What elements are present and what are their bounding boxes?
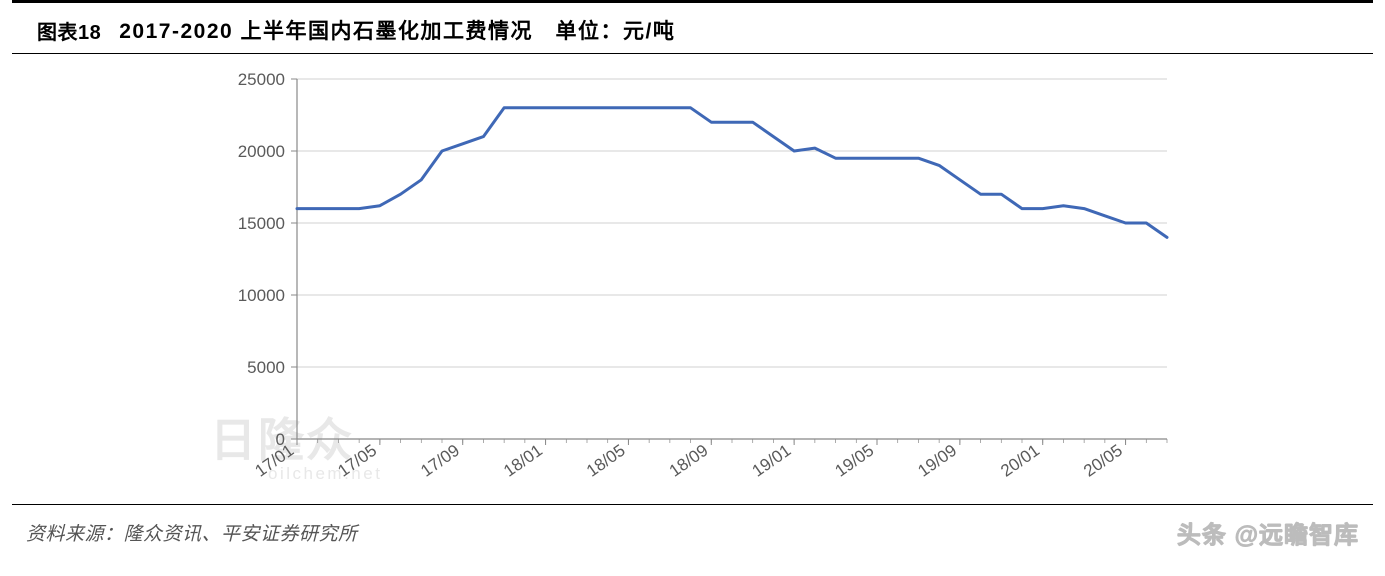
price-line-series [297,108,1167,238]
chart-header: 图表18 2017-2020 上半年国内石墨化加工费情况 单位：元/吨 [12,0,1373,54]
y-tick-label: 25000 [238,70,285,89]
x-tick-label: 19/01 [749,441,795,481]
line-chart-svg: 050001000015000200002500017/0117/0517/09… [0,54,1385,504]
chart-number-label: 图表18 [37,16,101,45]
source-text: 资料来源：隆众资讯、平安证券研究所 [26,519,358,546]
x-tick-label: 20/01 [997,441,1043,481]
y-tick-label: 10000 [238,286,285,305]
chart-title: 2017-2020 上半年国内石墨化加工费情况 单位：元/吨 [119,15,675,45]
y-tick-label: 15000 [238,214,285,233]
x-tick-label: 17/05 [334,441,380,481]
x-tick-label: 20/05 [1080,441,1126,481]
x-tick-label: 18/09 [666,441,712,481]
x-tick-label: 19/09 [914,441,960,481]
x-tick-label: 17/01 [252,441,298,481]
y-tick-label: 20000 [238,142,285,161]
x-tick-label: 17/09 [417,441,463,481]
chart-footer: 资料来源：隆众资讯、平安证券研究所 头条 @远瞻智库 [12,504,1373,558]
chart-area: 日隆众 oilchem.net 050001000015000200002500… [0,54,1385,504]
attribution-text: 头条 @远瞻智库 [1177,515,1359,550]
x-tick-label: 18/01 [500,441,546,481]
x-tick-label: 19/05 [832,441,878,481]
y-tick-label: 5000 [247,358,285,377]
x-tick-label: 18/05 [583,441,629,481]
